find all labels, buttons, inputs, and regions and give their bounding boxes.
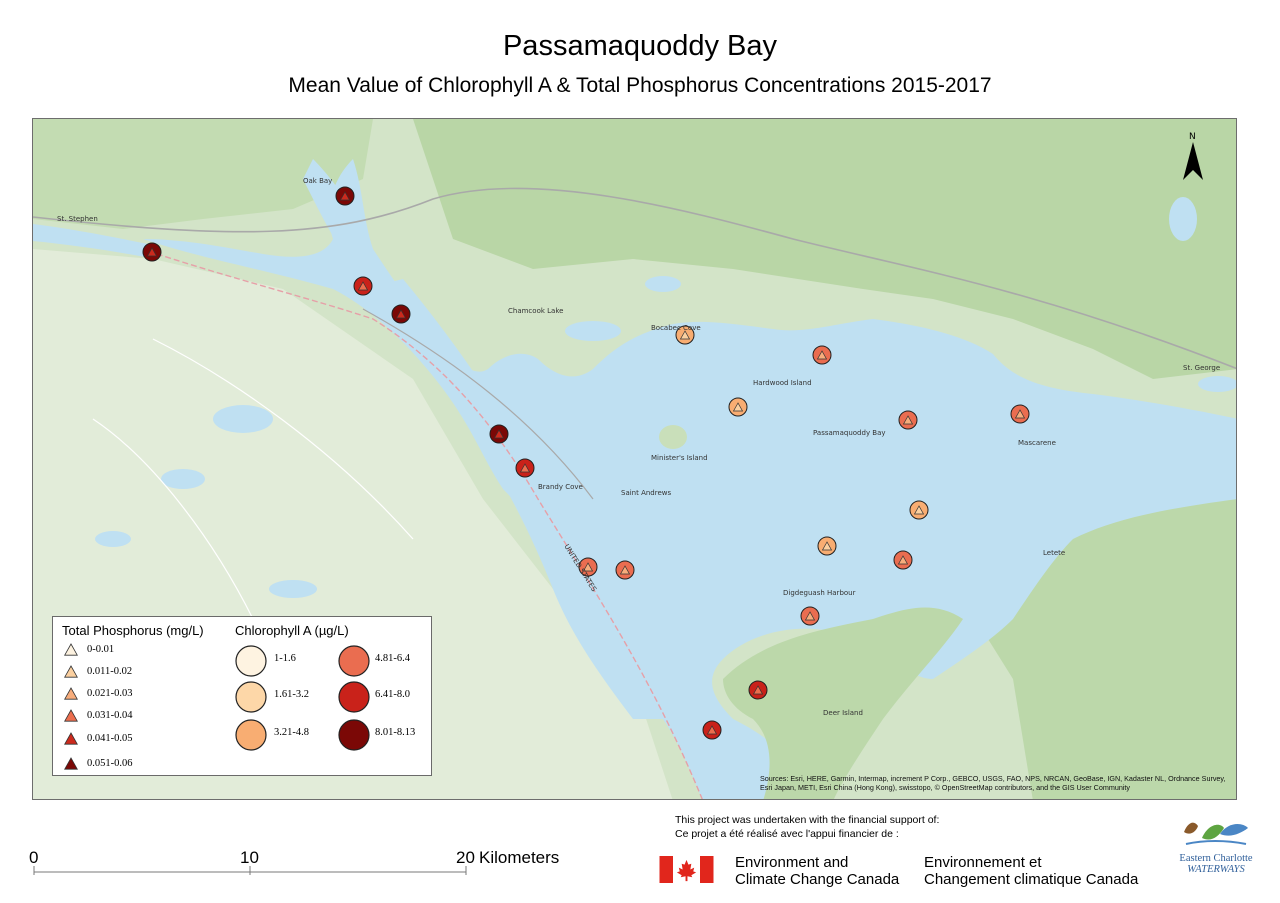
legend-chl-label: 1.61-3.2 (274, 689, 309, 700)
legend-symbols (64, 643, 370, 770)
north-arrow-icon (1183, 142, 1203, 180)
station-marker[interactable] (728, 397, 748, 417)
place-label: Saint Andrews (621, 489, 672, 497)
legend-tp-triangle (64, 732, 78, 745)
map-sources: Sources: Esri, HERE, Garmin, Intermap, i… (760, 774, 1226, 792)
station-marker[interactable] (335, 186, 355, 206)
org-en: Environment and Climate Change Canada (735, 854, 899, 888)
station-marker[interactable] (142, 242, 162, 262)
north-label: N (1189, 132, 1196, 142)
map-title: Passamaquoddy Bay (502, 30, 778, 62)
station-marker[interactable] (800, 606, 820, 626)
legend-chl-label: 1-1.6 (274, 653, 296, 664)
ecw-logo-line2: WATERWAYS (1187, 864, 1245, 875)
place-label: St. Stephen (57, 215, 98, 223)
org-fr: Environnement et Changement climatique C… (924, 854, 1138, 888)
place-label: Bocabec Cove (651, 324, 701, 332)
station-marker[interactable] (489, 424, 509, 444)
place-label: Hardwood Island (753, 379, 812, 387)
legend-chl-circle (235, 645, 267, 677)
legend: Total Phosphorus (mg/L) Chlorophyll A (µ… (52, 616, 432, 776)
legend-chl-circle (235, 719, 267, 751)
legend-tp-triangle (64, 709, 78, 722)
place-label: St. George (1183, 364, 1221, 372)
legend-tp-label: 0.041-0.05 (87, 733, 133, 744)
station-marker[interactable] (702, 720, 722, 740)
scale-label-10: 10 (240, 848, 259, 867)
station-marker[interactable] (515, 458, 535, 478)
place-label: Chamcook Lake (508, 307, 564, 315)
station-marker[interactable] (817, 536, 837, 556)
map-subtitle: Mean Value of Chlorophyll A & Total Phos… (288, 74, 992, 97)
place-label: Brandy Cove (538, 483, 583, 491)
legend-chl-title: Chlorophyll A (µg/L) (235, 623, 349, 638)
station-marker[interactable] (748, 680, 768, 700)
legend-chl-label: 3.21-4.8 (274, 727, 309, 738)
support-text-en: This project was undertaken with the fin… (675, 814, 940, 826)
place-label: Letete (1043, 549, 1066, 557)
legend-chl-circle (235, 681, 267, 713)
org-fr-line1: Environnement et (924, 854, 1042, 871)
ecw-logo-text: Eastern Charlotte WATERWAYS (1170, 853, 1262, 875)
station-marker[interactable] (893, 550, 913, 570)
ecw-logo-line1: Eastern Charlotte (1179, 853, 1253, 864)
station-marker[interactable] (353, 276, 373, 296)
org-en-line2: Climate Change Canada (735, 871, 900, 888)
scale-label-0: 0 (29, 848, 39, 867)
legend-chl-label: 6.41-8.0 (375, 689, 410, 700)
station-marker[interactable] (898, 410, 918, 430)
legend-chl-circle (338, 645, 370, 677)
legend-tp-triangle (64, 643, 78, 656)
legend-tp-title: Total Phosphorus (mg/L) (62, 623, 204, 638)
legend-chl-label: 8.01-8.13 (375, 727, 416, 738)
legend-tp-triangle (64, 757, 78, 770)
org-en-line1: Environment and (735, 854, 849, 871)
station-marker[interactable] (578, 557, 598, 577)
legend-tp-label: 0.021-0.03 (87, 688, 133, 699)
legend-tp-label: 0.031-0.04 (87, 710, 133, 721)
place-label: Mascarene (1018, 439, 1056, 447)
legend-tp-triangle (64, 687, 78, 700)
station-marker[interactable] (1010, 404, 1030, 424)
station-marker[interactable] (391, 304, 411, 324)
ecw-logo-icon (1184, 822, 1248, 845)
station-marker[interactable] (909, 500, 929, 520)
org-fr-line2: Changement climatique Canada (924, 871, 1139, 888)
legend-tp-label: 0-0.01 (87, 644, 115, 655)
place-label: Digdeguash Harbour (783, 589, 856, 597)
place-label: Passamaquoddy Bay (813, 429, 886, 437)
legend-chl-circle (338, 719, 370, 751)
scale-bar (33, 866, 467, 875)
scale-unit: Kilometers (479, 848, 560, 867)
legend-tp-label: 0.051-0.06 (87, 758, 133, 769)
legend-tp-triangle (64, 665, 78, 678)
legend-tp-label: 0.011-0.02 (87, 666, 133, 677)
station-marker[interactable] (615, 560, 635, 580)
canada-flag-icon (659, 856, 714, 883)
scale-label-20: 20 (456, 848, 475, 867)
place-label: Oak Bay (303, 177, 333, 185)
support-text-fr: Ce projet a été réalisé avec l'appui fin… (675, 828, 899, 840)
place-label: Deer Island (823, 709, 863, 717)
place-label: Minister's Island (651, 454, 708, 462)
station-marker[interactable] (675, 325, 695, 345)
station-marker[interactable] (812, 345, 832, 365)
legend-chl-label: 4.81-6.4 (375, 653, 410, 664)
stations-layer (142, 186, 1030, 740)
legend-chl-circle (338, 681, 370, 713)
